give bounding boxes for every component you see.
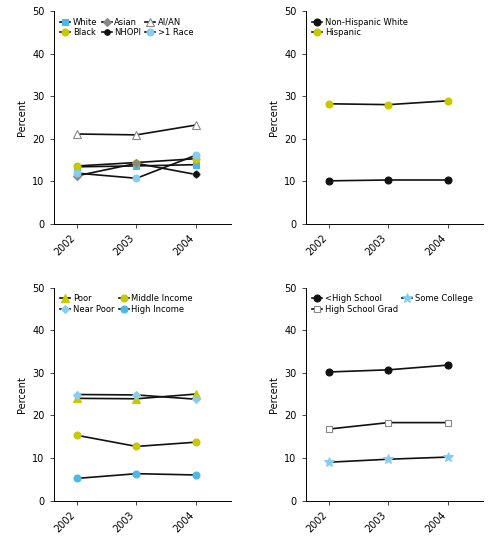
Y-axis label: Percent: Percent xyxy=(17,99,27,136)
Legend: <High School, High School Grad, Some College: <High School, High School Grad, Some Col… xyxy=(310,292,475,316)
Y-axis label: Percent: Percent xyxy=(269,99,279,136)
Legend: Poor, Near Poor, Middle Income, High Income: Poor, Near Poor, Middle Income, High Inc… xyxy=(58,292,195,316)
Y-axis label: Percent: Percent xyxy=(17,376,27,412)
Legend: Non-Hispanic White, Hispanic: Non-Hispanic White, Hispanic xyxy=(310,15,410,40)
Legend: White, Black, Asian, NHOPI, AI/AN, >1 Race: White, Black, Asian, NHOPI, AI/AN, >1 Ra… xyxy=(58,15,196,40)
Y-axis label: Percent: Percent xyxy=(269,376,279,412)
